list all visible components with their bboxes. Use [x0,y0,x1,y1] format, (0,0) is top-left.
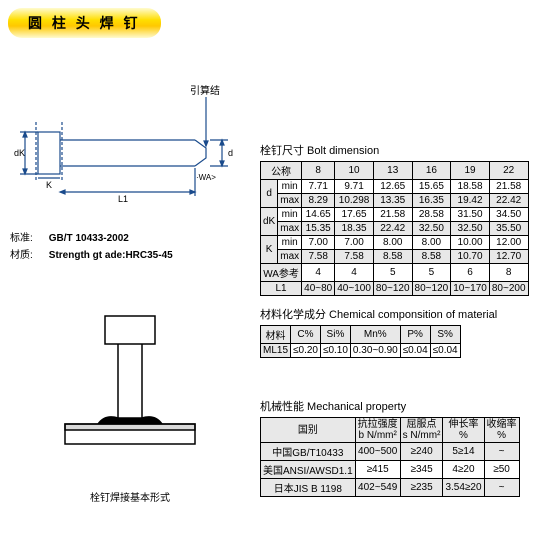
svg-text:L1: L1 [118,194,128,204]
bolt-diagram-weld [10,306,250,476]
mech-title: 机械性能 Mechanical property [260,398,536,414]
weld-caption: 栓钉焊接基本形式 [10,489,250,504]
svg-text:K: K [46,180,52,190]
bolt-dim-table: 公称81013161922dmin7.719.7112.6515.6518.58… [260,161,529,296]
chem-table: 材料C%Si%Mn%P%S%ML15≤0.20≤0.100.30~0.90≤0.… [260,325,461,358]
bolt-dim-title: 栓钉尺寸 Bolt dimension [260,142,536,158]
svg-text:d: d [228,148,233,158]
spec-standard: 标准: GB/T 10433-2002 [10,229,250,244]
mech-table: 国别抗拉强度b N/mm²屈服点s N/mm²伸长率%收缩率%中国GB/T104… [260,417,520,497]
svg-text:引算结: 引算结 [190,84,220,97]
page-title: 圆 柱 头 焊 钉 [8,8,161,38]
bolt-diagram-side: 引算结 dK d K L1 ·WA> [10,82,250,222]
spec-material: 材质: Strength gt ade:HRC35-45 [10,246,250,261]
svg-text:·WA>: ·WA> [196,173,216,182]
svg-text:dK: dK [14,148,25,158]
chem-title: 材料化学成分 Chemical componsition of material [260,306,536,322]
